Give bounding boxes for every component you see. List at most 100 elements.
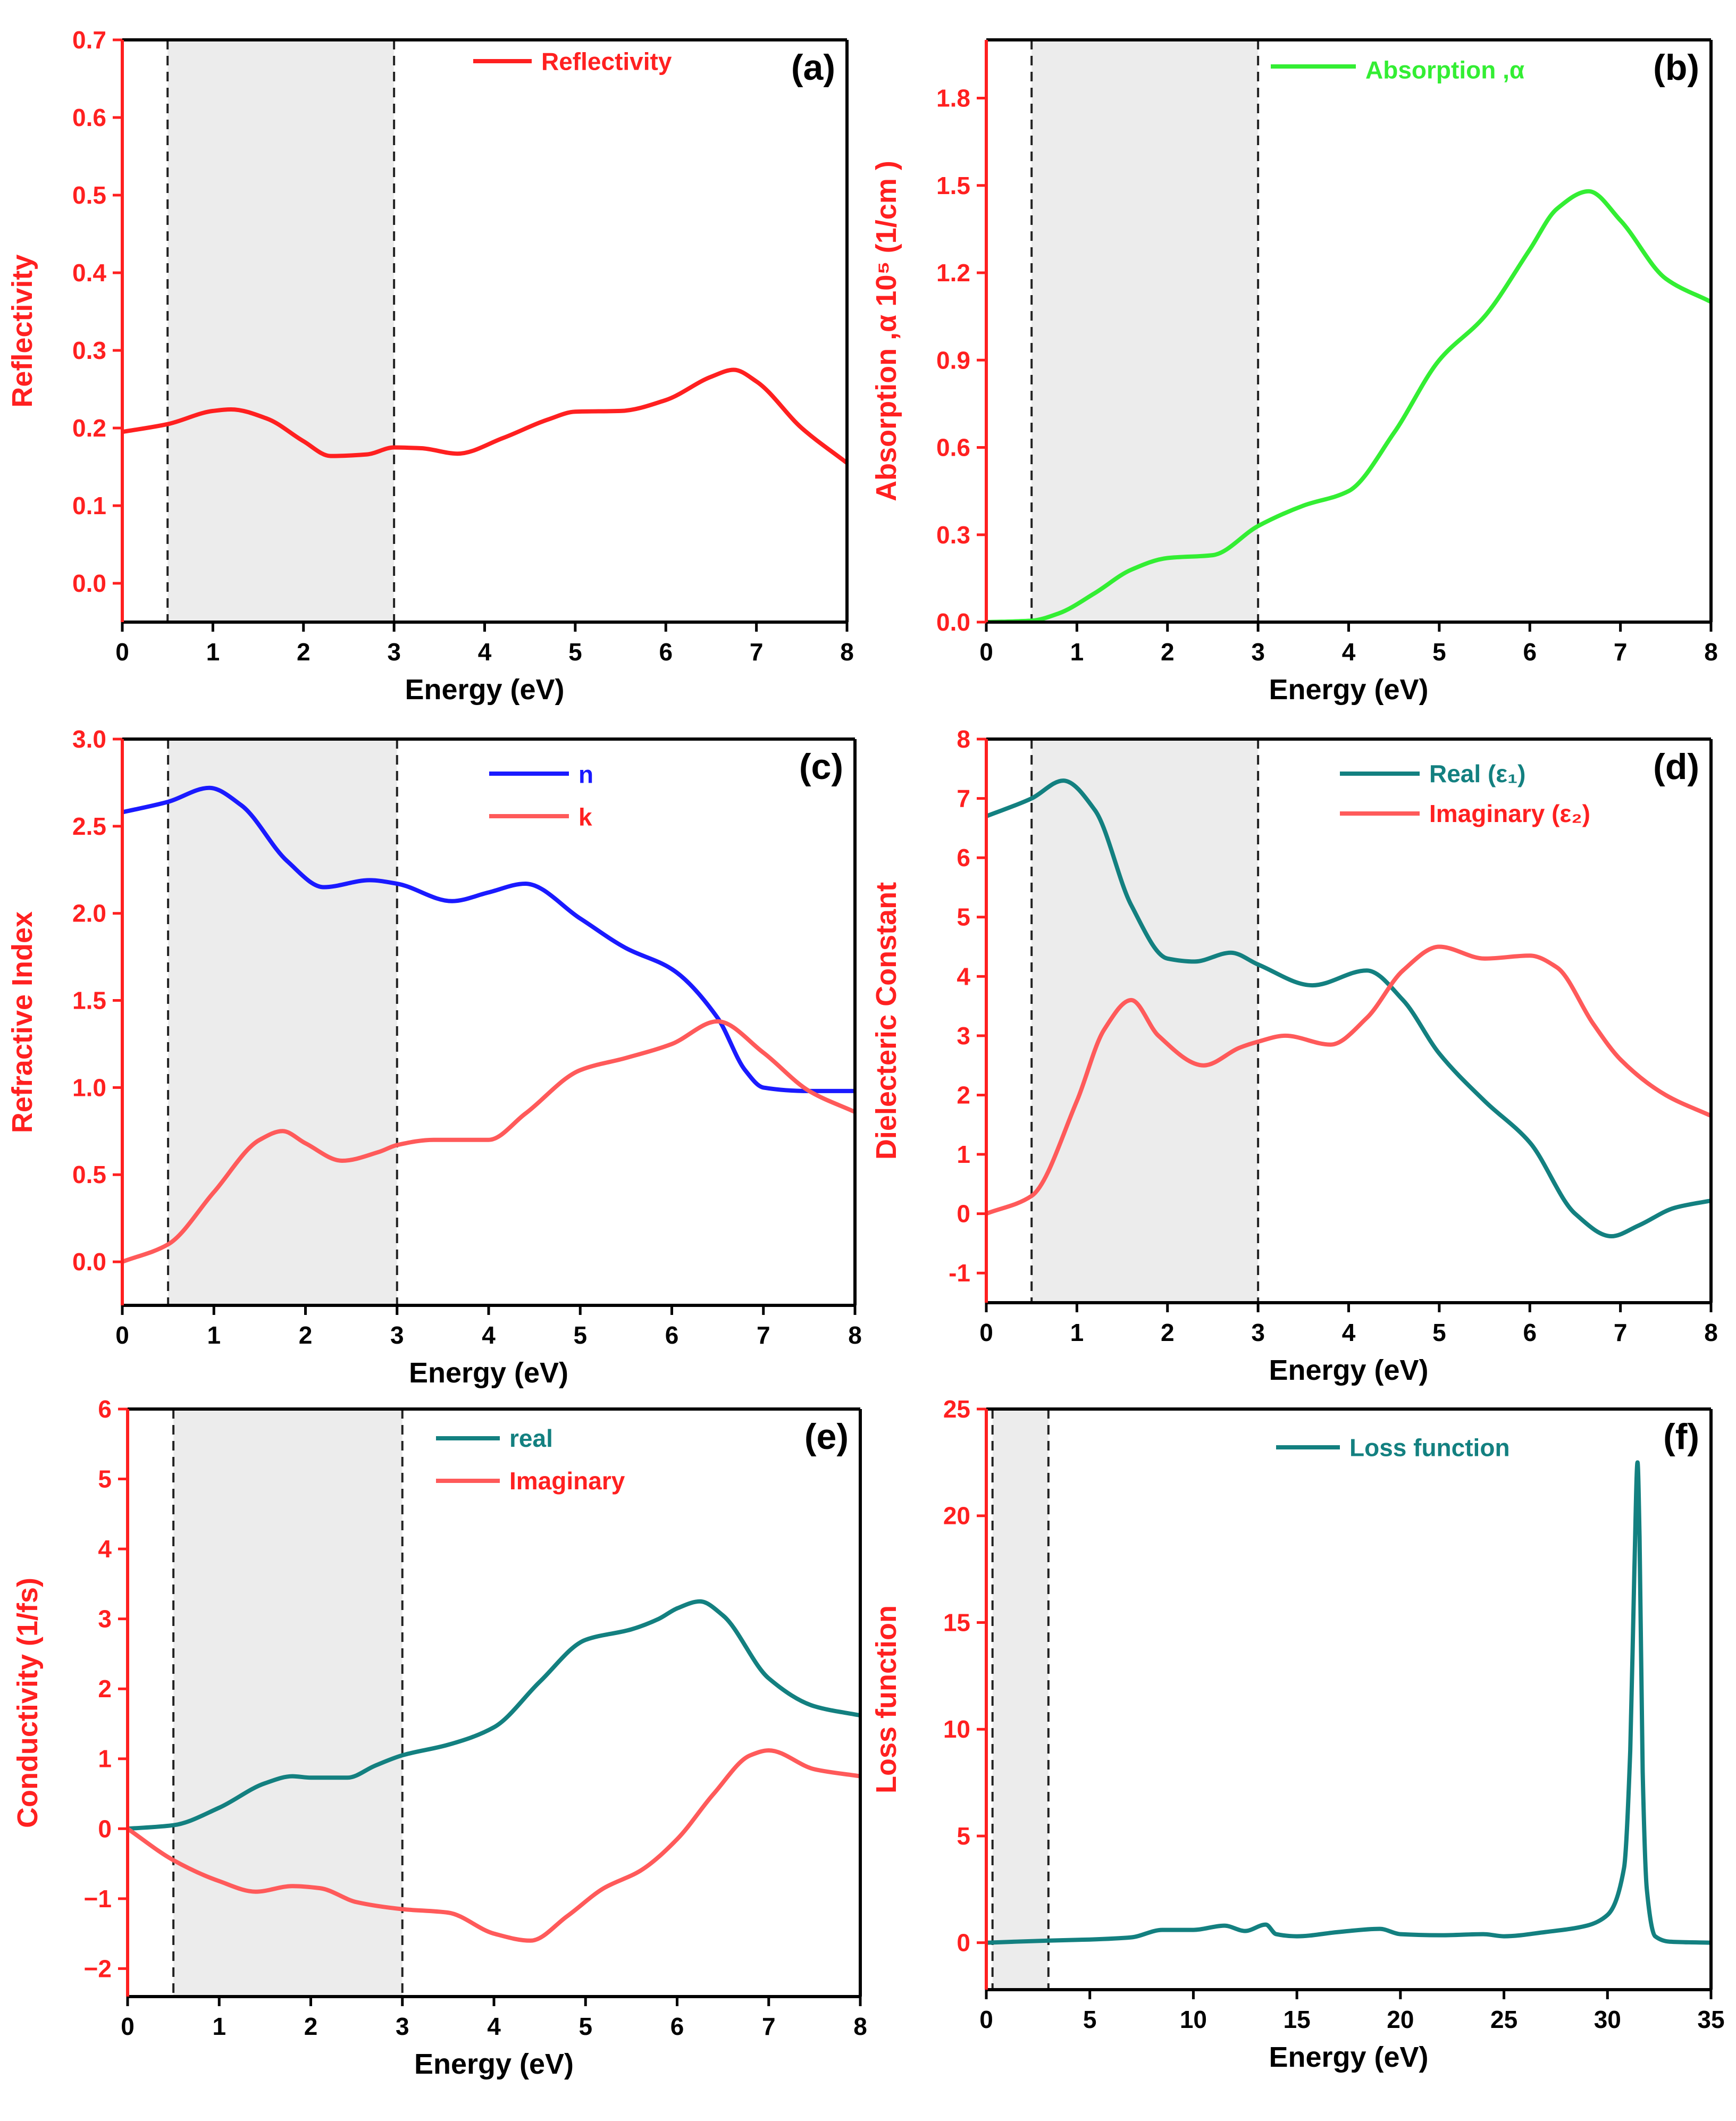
y-tick-label: 20 (943, 1502, 970, 1530)
shaded-region (168, 739, 397, 1305)
x-tick-label: 7 (762, 2013, 776, 2040)
y-tick-label: 1 (98, 1745, 112, 1773)
legend-label: n (578, 760, 593, 788)
x-axis-title: Energy (eV) (1269, 1354, 1428, 1386)
y-axis-title: Reflectivity (6, 254, 38, 407)
x-tick-label: 4 (482, 1321, 496, 1349)
x-tick-label: 0 (115, 1321, 129, 1349)
x-tick-label: 5 (568, 638, 582, 666)
legend-label: Imaginary (509, 1467, 625, 1495)
y-tick-label: 2 (98, 1675, 112, 1703)
y-tick-label: 0.4 (72, 259, 106, 287)
y-tick-label: 6 (957, 844, 970, 871)
y-tick-label: −2 (84, 1955, 112, 1982)
x-tick-label: 3 (396, 2013, 409, 2040)
y-tick-label: 5 (98, 1465, 112, 1493)
series-line-k (122, 1019, 855, 1264)
y-tick-label: 2.0 (72, 900, 106, 927)
x-tick-label: 7 (757, 1321, 770, 1349)
y-tick-label: 5 (957, 1822, 970, 1850)
x-tick-label: 8 (848, 1321, 862, 1349)
x-tick-label: 8 (840, 638, 854, 666)
y-tick-label: 2 (957, 1081, 970, 1109)
y-tick-label: 0.0 (936, 608, 970, 636)
x-tick-label: 6 (1523, 638, 1537, 666)
x-tick-label: 35 (1697, 2006, 1724, 2033)
x-tick-label: 6 (665, 1321, 679, 1349)
x-tick-label: 8 (1704, 1319, 1718, 1346)
y-tick-label: 0.5 (72, 181, 106, 209)
legend-label: real (509, 1424, 553, 1452)
series-line-n (122, 785, 855, 1093)
shaded-region (1031, 739, 1259, 1303)
x-tick-label: 7 (750, 638, 764, 666)
legend-label: k (578, 803, 592, 831)
y-tick-label: -1 (949, 1259, 970, 1287)
x-axis-title: Energy (eV) (409, 1357, 568, 1389)
y-tick-label: 8 (957, 725, 970, 753)
x-tick-label: 3 (390, 1321, 404, 1349)
x-tick-label: 1 (206, 638, 220, 666)
y-tick-label: 1.5 (72, 987, 106, 1015)
x-tick-label: 0 (979, 2006, 993, 2033)
x-tick-label: 5 (1083, 2006, 1097, 2033)
y-tick-label: 0.0 (72, 1248, 106, 1276)
series-line-loss-function (986, 1460, 1711, 1945)
x-tick-label: 2 (304, 2013, 318, 2040)
panel-label: (b) (1653, 47, 1699, 88)
shaded-region (1031, 40, 1259, 622)
x-tick-label: 6 (1523, 1319, 1537, 1346)
series-line-real (986, 778, 1711, 1238)
x-tick-label: 1 (207, 1321, 221, 1349)
x-tick-label: 4 (1342, 638, 1356, 666)
shaded-region (173, 1409, 402, 1997)
x-tick-label: 0 (115, 638, 129, 666)
x-tick-label: 15 (1284, 2006, 1311, 2033)
panel-e: 0 1 2 3 4 5 6 7 8 −2 −1 0 1 2 3 4 5 6 Energy (eV) Conductiv… (12, 1395, 867, 2080)
legend-label: Loss function (1349, 1434, 1510, 1462)
x-tick-label: 5 (573, 1321, 587, 1349)
y-axis-title: Absorption ,α 10⁵ (1/cm ) (870, 161, 902, 501)
x-tick-label: 3 (1251, 638, 1265, 666)
x-tick-label: 5 (578, 2013, 592, 2040)
x-tick-label: 1 (212, 2013, 226, 2040)
x-tick-label: 6 (659, 638, 673, 666)
y-tick-label: 6 (98, 1395, 112, 1423)
shaded-region (992, 1409, 1049, 1990)
x-tick-label: 4 (1342, 1319, 1356, 1346)
x-axis-title: Energy (eV) (1269, 2041, 1428, 2073)
panel-d: 0 1 2 3 4 5 6 7 8 -1 0 1 2 3 4 5 6 7 8 Energy (eV) Dielecter… (870, 725, 1718, 1386)
x-tick-label: 0 (121, 2013, 135, 2040)
y-tick-label: 4 (98, 1535, 112, 1563)
x-tick-label: 3 (387, 638, 401, 666)
y-tick-label: 25 (943, 1395, 970, 1423)
x-tick-label: 2 (1161, 1319, 1175, 1346)
legend-label: Real (ε₁) (1429, 760, 1525, 787)
series-line-absorption (986, 189, 1711, 622)
y-tick-label: 0.7 (72, 26, 106, 54)
x-tick-label: 2 (299, 1321, 313, 1349)
y-tick-label: 1.2 (936, 259, 970, 287)
x-axis-title: Energy (eV) (414, 2048, 574, 2080)
panel-label: (e) (804, 1416, 849, 1457)
y-tick-label: 0.6 (936, 434, 970, 462)
y-axis-title: Loss function (870, 1605, 902, 1793)
legend-label: Imaginary (ε₂) (1429, 800, 1590, 827)
panel-label: (f) (1663, 1416, 1699, 1457)
x-tick-label: 3 (1251, 1319, 1265, 1346)
y-tick-label: 1.5 (936, 172, 970, 199)
x-tick-label: 4 (487, 2013, 501, 2040)
y-axis-title: Refractive Index (6, 911, 38, 1133)
y-tick-label: 0.3 (72, 337, 106, 364)
x-axis-title: Energy (eV) (405, 674, 564, 706)
y-axis-title: Conductivity (1/fs) (12, 1578, 44, 1828)
x-tick-label: 4 (478, 638, 492, 666)
y-tick-label: 4 (957, 962, 970, 990)
panel-f: 0 5 10 15 20 25 30 35 0 5 10 15 20 25 Energy (eV) Loss … (870, 1395, 1725, 2073)
panel-label: (d) (1653, 747, 1699, 787)
y-tick-label: 0 (957, 1200, 970, 1228)
y-tick-label: 0.6 (72, 104, 106, 131)
x-tick-label: 8 (853, 2013, 867, 2040)
y-tick-label: −1 (84, 1885, 112, 1913)
